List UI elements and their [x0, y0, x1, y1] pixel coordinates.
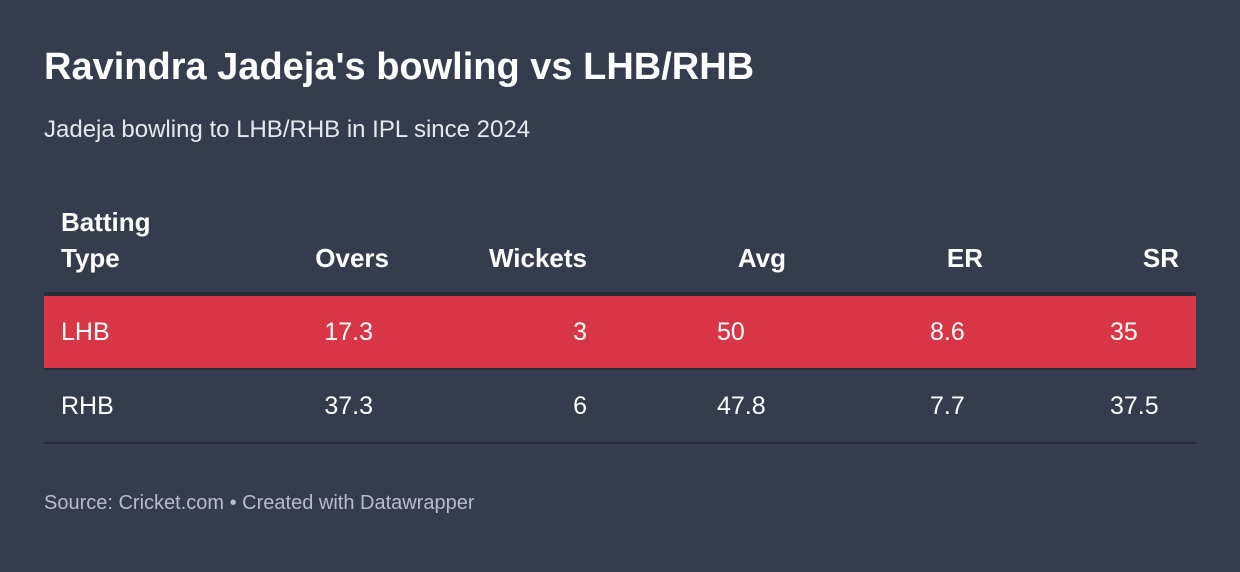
- header-rule: [44, 292, 1196, 296]
- table-row: LHB 17.3 3 50 8.6 35: [44, 296, 1196, 368]
- table-cell: 50: [717, 318, 745, 346]
- row-separator: [44, 442, 1196, 444]
- table-cell: 17.3: [324, 318, 373, 346]
- column-header: Avg: [737, 243, 786, 273]
- column-header: Overs: [315, 243, 389, 273]
- source: Source: Cricket.com • Created with Dataw…: [44, 492, 475, 514]
- table-cell: 8.6: [930, 318, 965, 346]
- title: Ravindra Jadeja's bowling vs LHB/RHB: [44, 46, 755, 88]
- table-cell: 3: [573, 318, 587, 346]
- table-cell: 47.8: [717, 392, 766, 420]
- column-header: SR: [1142, 243, 1179, 273]
- table-cell: 35: [1110, 318, 1138, 346]
- column-header: ER: [946, 243, 983, 273]
- row-separator: [44, 368, 1196, 370]
- table-cell: 37.5: [1110, 392, 1159, 420]
- table-cell: LHB: [61, 318, 110, 346]
- column-header: Batting Type: [61, 207, 151, 273]
- subtitle: Jadeja bowling to LHB/RHB in IPL since 2…: [44, 116, 531, 143]
- table: Batting Type Overs Wickets Avg ER SR LHB 17.3 3 5…: [44, 196, 1196, 446]
- table-row: RHB 37.3 6 47.8 7.7 37.5: [44, 370, 1196, 442]
- table-cell: 6: [573, 392, 587, 420]
- table-cell: 7.7: [930, 392, 965, 420]
- column-header: Wickets: [488, 243, 587, 273]
- table-cell: 37.3: [324, 392, 373, 420]
- table-cell: RHB: [61, 392, 114, 420]
